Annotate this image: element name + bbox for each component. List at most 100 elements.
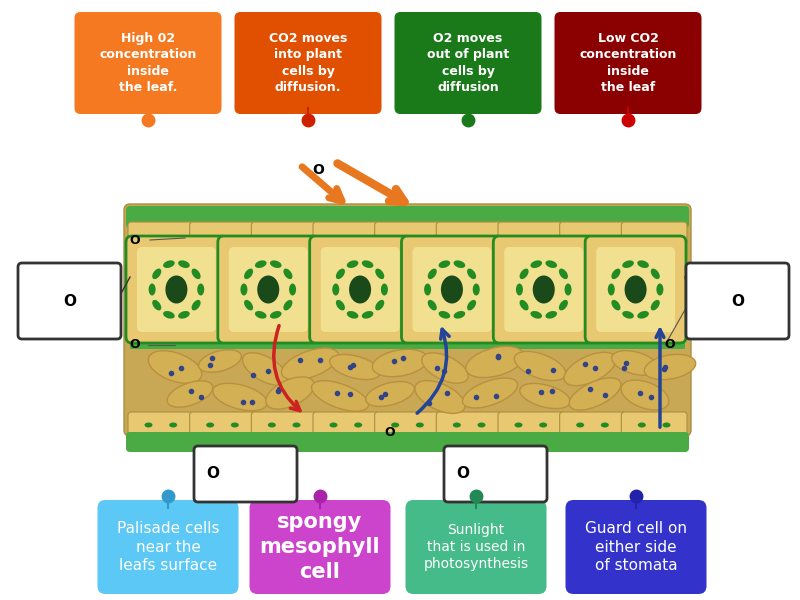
Ellipse shape [546, 260, 557, 268]
Ellipse shape [638, 311, 649, 319]
Ellipse shape [424, 283, 431, 295]
Ellipse shape [601, 422, 609, 427]
Text: CO2 moves
into plant
cells by
diffusion.: CO2 moves into plant cells by diffusion. [269, 32, 347, 94]
Text: spongy
mesophyll
cell: spongy mesophyll cell [260, 512, 380, 582]
Ellipse shape [166, 275, 187, 304]
Ellipse shape [539, 422, 547, 427]
Ellipse shape [519, 269, 529, 279]
FancyBboxPatch shape [622, 222, 687, 244]
Ellipse shape [533, 275, 554, 304]
Ellipse shape [332, 283, 339, 295]
Ellipse shape [163, 260, 174, 268]
Ellipse shape [336, 269, 345, 279]
Ellipse shape [268, 422, 276, 427]
Ellipse shape [466, 346, 524, 377]
Ellipse shape [569, 378, 621, 410]
FancyBboxPatch shape [98, 500, 238, 594]
Ellipse shape [148, 351, 202, 383]
Ellipse shape [428, 269, 437, 279]
Ellipse shape [415, 380, 465, 413]
FancyBboxPatch shape [218, 236, 318, 343]
FancyBboxPatch shape [126, 432, 689, 452]
FancyBboxPatch shape [498, 222, 564, 244]
Ellipse shape [622, 311, 634, 319]
FancyBboxPatch shape [126, 206, 689, 228]
FancyBboxPatch shape [250, 500, 390, 594]
FancyBboxPatch shape [310, 236, 410, 343]
Ellipse shape [416, 422, 424, 427]
FancyBboxPatch shape [622, 412, 687, 438]
FancyBboxPatch shape [504, 247, 583, 332]
Ellipse shape [559, 269, 568, 279]
Ellipse shape [167, 381, 213, 407]
Ellipse shape [198, 283, 204, 295]
Ellipse shape [354, 422, 362, 427]
Text: O: O [731, 293, 744, 308]
Text: O: O [206, 467, 219, 481]
FancyBboxPatch shape [436, 222, 502, 244]
FancyBboxPatch shape [374, 412, 440, 438]
FancyBboxPatch shape [374, 222, 440, 244]
Ellipse shape [283, 269, 293, 279]
FancyBboxPatch shape [251, 222, 317, 244]
FancyBboxPatch shape [444, 446, 547, 502]
Text: High 02
concentration
inside
the leaf.: High 02 concentration inside the leaf. [99, 32, 197, 94]
Ellipse shape [152, 269, 162, 279]
Ellipse shape [438, 311, 450, 319]
Ellipse shape [559, 300, 568, 310]
Ellipse shape [611, 300, 621, 310]
Text: O: O [130, 338, 140, 352]
Ellipse shape [366, 382, 414, 406]
Ellipse shape [255, 311, 266, 319]
FancyBboxPatch shape [74, 12, 222, 114]
FancyBboxPatch shape [686, 263, 789, 339]
Ellipse shape [650, 269, 660, 279]
Ellipse shape [372, 349, 428, 377]
FancyBboxPatch shape [313, 222, 378, 244]
Ellipse shape [258, 275, 279, 304]
FancyBboxPatch shape [436, 412, 502, 438]
Ellipse shape [478, 422, 486, 427]
Ellipse shape [336, 300, 345, 310]
Ellipse shape [650, 300, 660, 310]
Ellipse shape [564, 352, 616, 386]
Ellipse shape [191, 300, 201, 310]
Text: O: O [63, 293, 76, 308]
FancyBboxPatch shape [494, 236, 594, 343]
FancyBboxPatch shape [394, 12, 542, 114]
Ellipse shape [438, 260, 450, 268]
FancyBboxPatch shape [229, 247, 308, 332]
Text: O: O [665, 338, 675, 352]
Ellipse shape [178, 260, 190, 268]
Ellipse shape [241, 283, 247, 295]
Ellipse shape [441, 275, 463, 304]
FancyBboxPatch shape [251, 412, 317, 438]
Ellipse shape [530, 260, 542, 268]
Ellipse shape [362, 311, 374, 319]
FancyBboxPatch shape [124, 204, 691, 436]
Ellipse shape [546, 311, 557, 319]
Ellipse shape [514, 352, 566, 380]
FancyBboxPatch shape [596, 247, 675, 332]
Text: Guard cell on
either side
of stomata: Guard cell on either side of stomata [585, 521, 687, 573]
Ellipse shape [454, 260, 466, 268]
FancyBboxPatch shape [190, 412, 255, 438]
Ellipse shape [422, 353, 468, 383]
Ellipse shape [514, 422, 522, 427]
FancyBboxPatch shape [137, 247, 216, 332]
Ellipse shape [467, 300, 476, 310]
Ellipse shape [255, 260, 266, 268]
Text: O: O [130, 233, 140, 247]
FancyBboxPatch shape [126, 236, 227, 343]
FancyBboxPatch shape [313, 412, 378, 438]
FancyBboxPatch shape [128, 222, 194, 244]
Ellipse shape [520, 383, 570, 409]
Ellipse shape [391, 422, 399, 427]
Ellipse shape [611, 269, 621, 279]
Ellipse shape [576, 422, 584, 427]
Ellipse shape [565, 283, 571, 295]
Text: Low CO2
concentration
inside
the leaf: Low CO2 concentration inside the leaf [579, 32, 677, 94]
FancyBboxPatch shape [128, 412, 194, 438]
Ellipse shape [330, 355, 380, 380]
Ellipse shape [349, 275, 371, 304]
